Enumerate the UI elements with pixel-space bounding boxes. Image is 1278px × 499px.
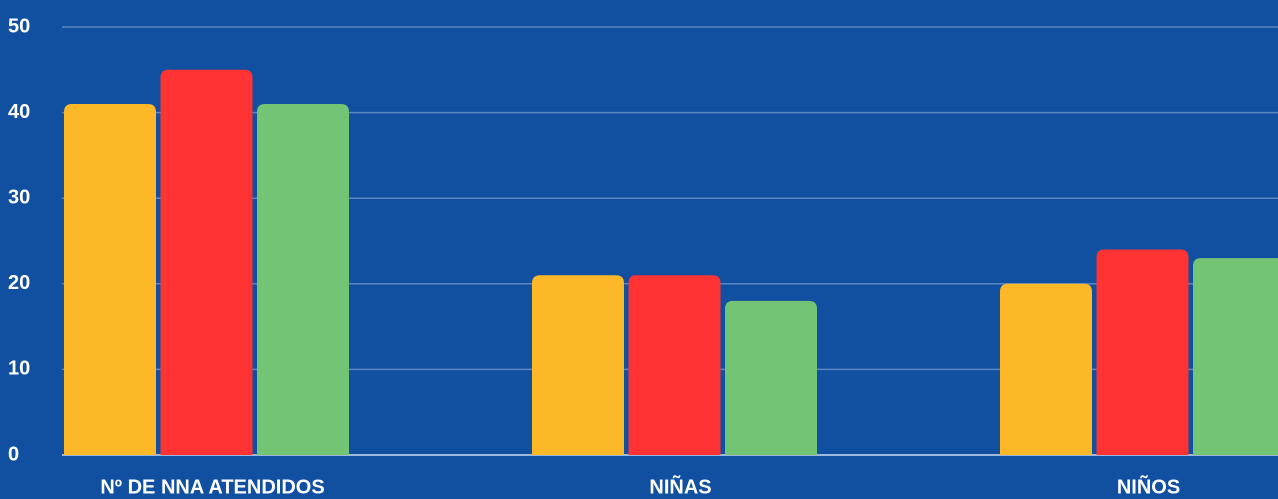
y-tick-label: 0: [8, 443, 19, 465]
y-tick-label: 20: [8, 272, 30, 294]
bar: [160, 69, 253, 456]
bar: [64, 104, 156, 455]
bar: [532, 275, 624, 455]
x-tick-label: NIÑAS: [649, 475, 711, 498]
y-tick-label: 30: [8, 186, 30, 208]
bar: [257, 104, 349, 455]
bar: [1193, 258, 1278, 455]
bar: [725, 300, 817, 455]
y-tick-label: 10: [8, 358, 30, 380]
x-tick-label: Nº DE NNA ATENDIDOS: [100, 476, 324, 498]
bar: [1096, 249, 1189, 455]
y-tick-label: 40: [8, 101, 30, 123]
bar: [1000, 283, 1092, 455]
x-tick-label: NIÑOS: [1117, 475, 1180, 498]
bar: [628, 275, 721, 455]
y-tick-label: 50: [8, 15, 30, 37]
